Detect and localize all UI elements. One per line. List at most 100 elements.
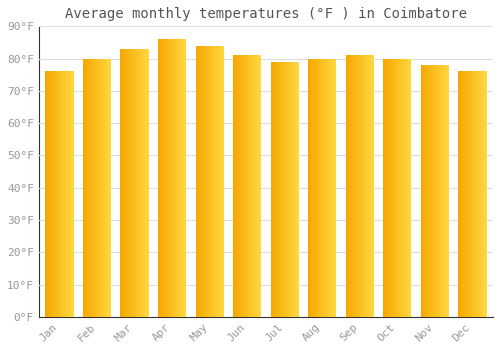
Bar <box>287 62 288 317</box>
Bar <box>383 58 384 317</box>
Bar <box>181 39 182 317</box>
Bar <box>466 71 467 317</box>
Bar <box>352 55 354 317</box>
Bar <box>468 71 469 317</box>
Bar <box>483 71 484 317</box>
Bar <box>197 46 198 317</box>
Bar <box>275 62 276 317</box>
Bar <box>120 49 121 317</box>
Bar <box>444 65 445 317</box>
Bar <box>127 49 128 317</box>
Bar <box>134 49 135 317</box>
Bar <box>257 55 258 317</box>
Bar <box>199 46 200 317</box>
Bar <box>324 58 325 317</box>
Bar <box>243 55 244 317</box>
Bar <box>274 62 275 317</box>
Bar <box>461 71 462 317</box>
Bar <box>144 49 145 317</box>
Bar <box>69 71 70 317</box>
Bar <box>332 58 333 317</box>
Bar <box>356 55 357 317</box>
Bar <box>295 62 296 317</box>
Bar <box>358 55 359 317</box>
Bar <box>350 55 351 317</box>
Bar <box>284 62 285 317</box>
Bar <box>174 39 175 317</box>
Bar <box>363 55 364 317</box>
Bar <box>471 71 472 317</box>
Bar <box>394 58 395 317</box>
Bar <box>393 58 394 317</box>
Bar <box>389 58 390 317</box>
Bar <box>70 71 71 317</box>
Bar <box>62 71 63 317</box>
Bar <box>239 55 240 317</box>
Bar <box>328 58 329 317</box>
Bar <box>482 71 483 317</box>
Bar <box>93 58 94 317</box>
Bar <box>166 39 167 317</box>
Bar <box>276 62 277 317</box>
Bar <box>208 46 209 317</box>
Bar <box>421 65 422 317</box>
Bar <box>67 71 68 317</box>
Bar <box>160 39 161 317</box>
Bar <box>331 58 332 317</box>
Bar <box>261 55 262 317</box>
Bar <box>163 39 164 317</box>
Bar <box>234 55 235 317</box>
Bar <box>395 58 396 317</box>
Bar <box>385 58 386 317</box>
Bar <box>313 58 314 317</box>
Bar <box>441 65 442 317</box>
Bar <box>205 46 206 317</box>
Bar <box>85 58 86 317</box>
Bar <box>404 58 405 317</box>
Bar <box>370 55 371 317</box>
Bar <box>252 55 253 317</box>
Bar <box>314 58 315 317</box>
Bar <box>180 39 181 317</box>
Bar <box>467 71 468 317</box>
Bar <box>398 58 399 317</box>
Bar <box>95 58 96 317</box>
Bar <box>435 65 436 317</box>
Bar <box>320 58 321 317</box>
Bar <box>437 65 438 317</box>
Bar <box>347 55 348 317</box>
Bar <box>480 71 481 317</box>
Bar <box>146 49 147 317</box>
Bar <box>485 71 486 317</box>
Bar <box>145 49 146 317</box>
Bar <box>407 58 408 317</box>
Bar <box>333 58 334 317</box>
Bar <box>312 58 313 317</box>
Bar <box>102 58 103 317</box>
Bar <box>104 58 105 317</box>
Bar <box>256 55 257 317</box>
Bar <box>391 58 392 317</box>
Bar <box>125 49 126 317</box>
Bar <box>327 58 328 317</box>
Bar <box>291 62 292 317</box>
Bar <box>90 58 91 317</box>
Bar <box>60 71 61 317</box>
Bar <box>94 58 95 317</box>
Bar <box>436 65 438 317</box>
Bar <box>238 55 239 317</box>
Bar <box>440 65 441 317</box>
Bar <box>83 58 84 317</box>
Bar <box>391 58 392 317</box>
Bar <box>93 58 94 317</box>
Bar <box>311 58 312 317</box>
Bar <box>470 71 471 317</box>
Bar <box>428 65 429 317</box>
Bar <box>406 58 407 317</box>
Bar <box>276 62 277 317</box>
Bar <box>465 71 466 317</box>
Bar <box>357 55 358 317</box>
Bar <box>141 49 142 317</box>
Bar <box>138 49 139 317</box>
Bar <box>220 46 221 317</box>
